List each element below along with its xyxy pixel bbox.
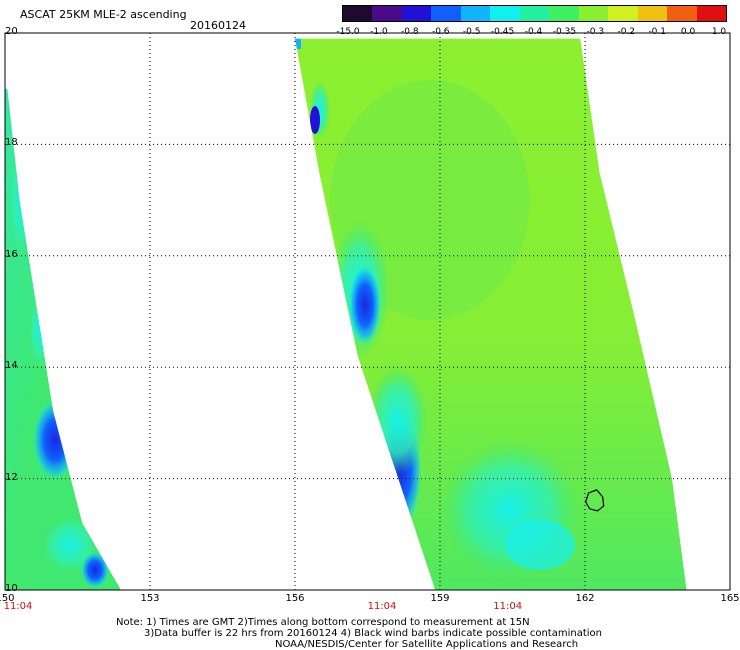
product-title: ASCAT 25KM MLE-2 ascending xyxy=(20,8,187,21)
colorbar-segment xyxy=(578,6,609,21)
lon-tick-label: 153 xyxy=(140,593,160,604)
colorbar-segment xyxy=(696,6,727,21)
colorbar-segment xyxy=(372,6,402,21)
colorbar-label: 1.0 xyxy=(711,27,727,37)
product-date: 20160124 xyxy=(190,19,246,32)
lat-tick-label: 18 xyxy=(5,137,18,149)
lat-tick-label: 20 xyxy=(5,26,18,37)
colorbar-label: -0.2 xyxy=(617,27,636,37)
colorbar-label: -0.35 xyxy=(552,27,577,37)
west-swath xyxy=(5,88,120,590)
footnote-line-3: NOAA/NESDIS/Center for Satellite Applica… xyxy=(275,639,579,650)
time-label: 11:04 xyxy=(3,601,33,612)
colorbar-segment xyxy=(637,6,668,21)
map-frame xyxy=(4,32,731,591)
time-label: 11:04 xyxy=(493,601,523,612)
footnote-line-2: 3)Data buffer is 22 hrs from 20160124 4)… xyxy=(144,628,602,639)
colorbar-segment xyxy=(667,6,697,21)
colorbar-segment xyxy=(490,6,520,21)
colorbar xyxy=(342,5,727,22)
lat-tick-label: 14 xyxy=(5,360,18,372)
colorbar-label: -1.0 xyxy=(370,27,388,37)
colorbar-label: -0.4 xyxy=(524,27,543,37)
time-label: 11:04 xyxy=(367,601,397,612)
colorbar-label: -15.0 xyxy=(336,27,360,37)
lon-tick-label: 156 xyxy=(285,593,305,604)
lon-tick-label: 159 xyxy=(430,593,450,604)
colorbar-segment xyxy=(431,6,461,21)
contamination-contour xyxy=(585,489,605,512)
east-swath xyxy=(295,38,687,590)
footnote-line-1: Note: 1) Times are GMT 2)Times along bot… xyxy=(116,617,530,628)
colorbar-label: -0.3 xyxy=(586,27,605,37)
colorbar-segment xyxy=(401,6,432,21)
colorbar-segment xyxy=(549,6,579,21)
lon-tick-label: 150 xyxy=(0,593,15,604)
lon-tick-label: 162 xyxy=(575,593,595,604)
colorbar-label: -0.5 xyxy=(462,27,481,37)
lat-tick-label: 10 xyxy=(5,583,18,594)
colorbar-segment xyxy=(460,6,491,21)
lon-tick-label: 165 xyxy=(720,593,740,604)
colorbar-segment xyxy=(519,6,550,21)
colorbar-label: 0.0 xyxy=(680,27,696,37)
colorbar-label: -0.6 xyxy=(431,27,450,37)
lat-tick-label: 12 xyxy=(5,471,18,483)
colorbar-label: -0.1 xyxy=(648,27,666,37)
colorbar-segment xyxy=(343,6,373,21)
colorbar-label: -0.8 xyxy=(401,27,419,37)
colorbar-segment xyxy=(608,6,638,21)
colorbar-label: -0.45 xyxy=(490,27,515,37)
lat-tick-label: 16 xyxy=(5,248,18,260)
